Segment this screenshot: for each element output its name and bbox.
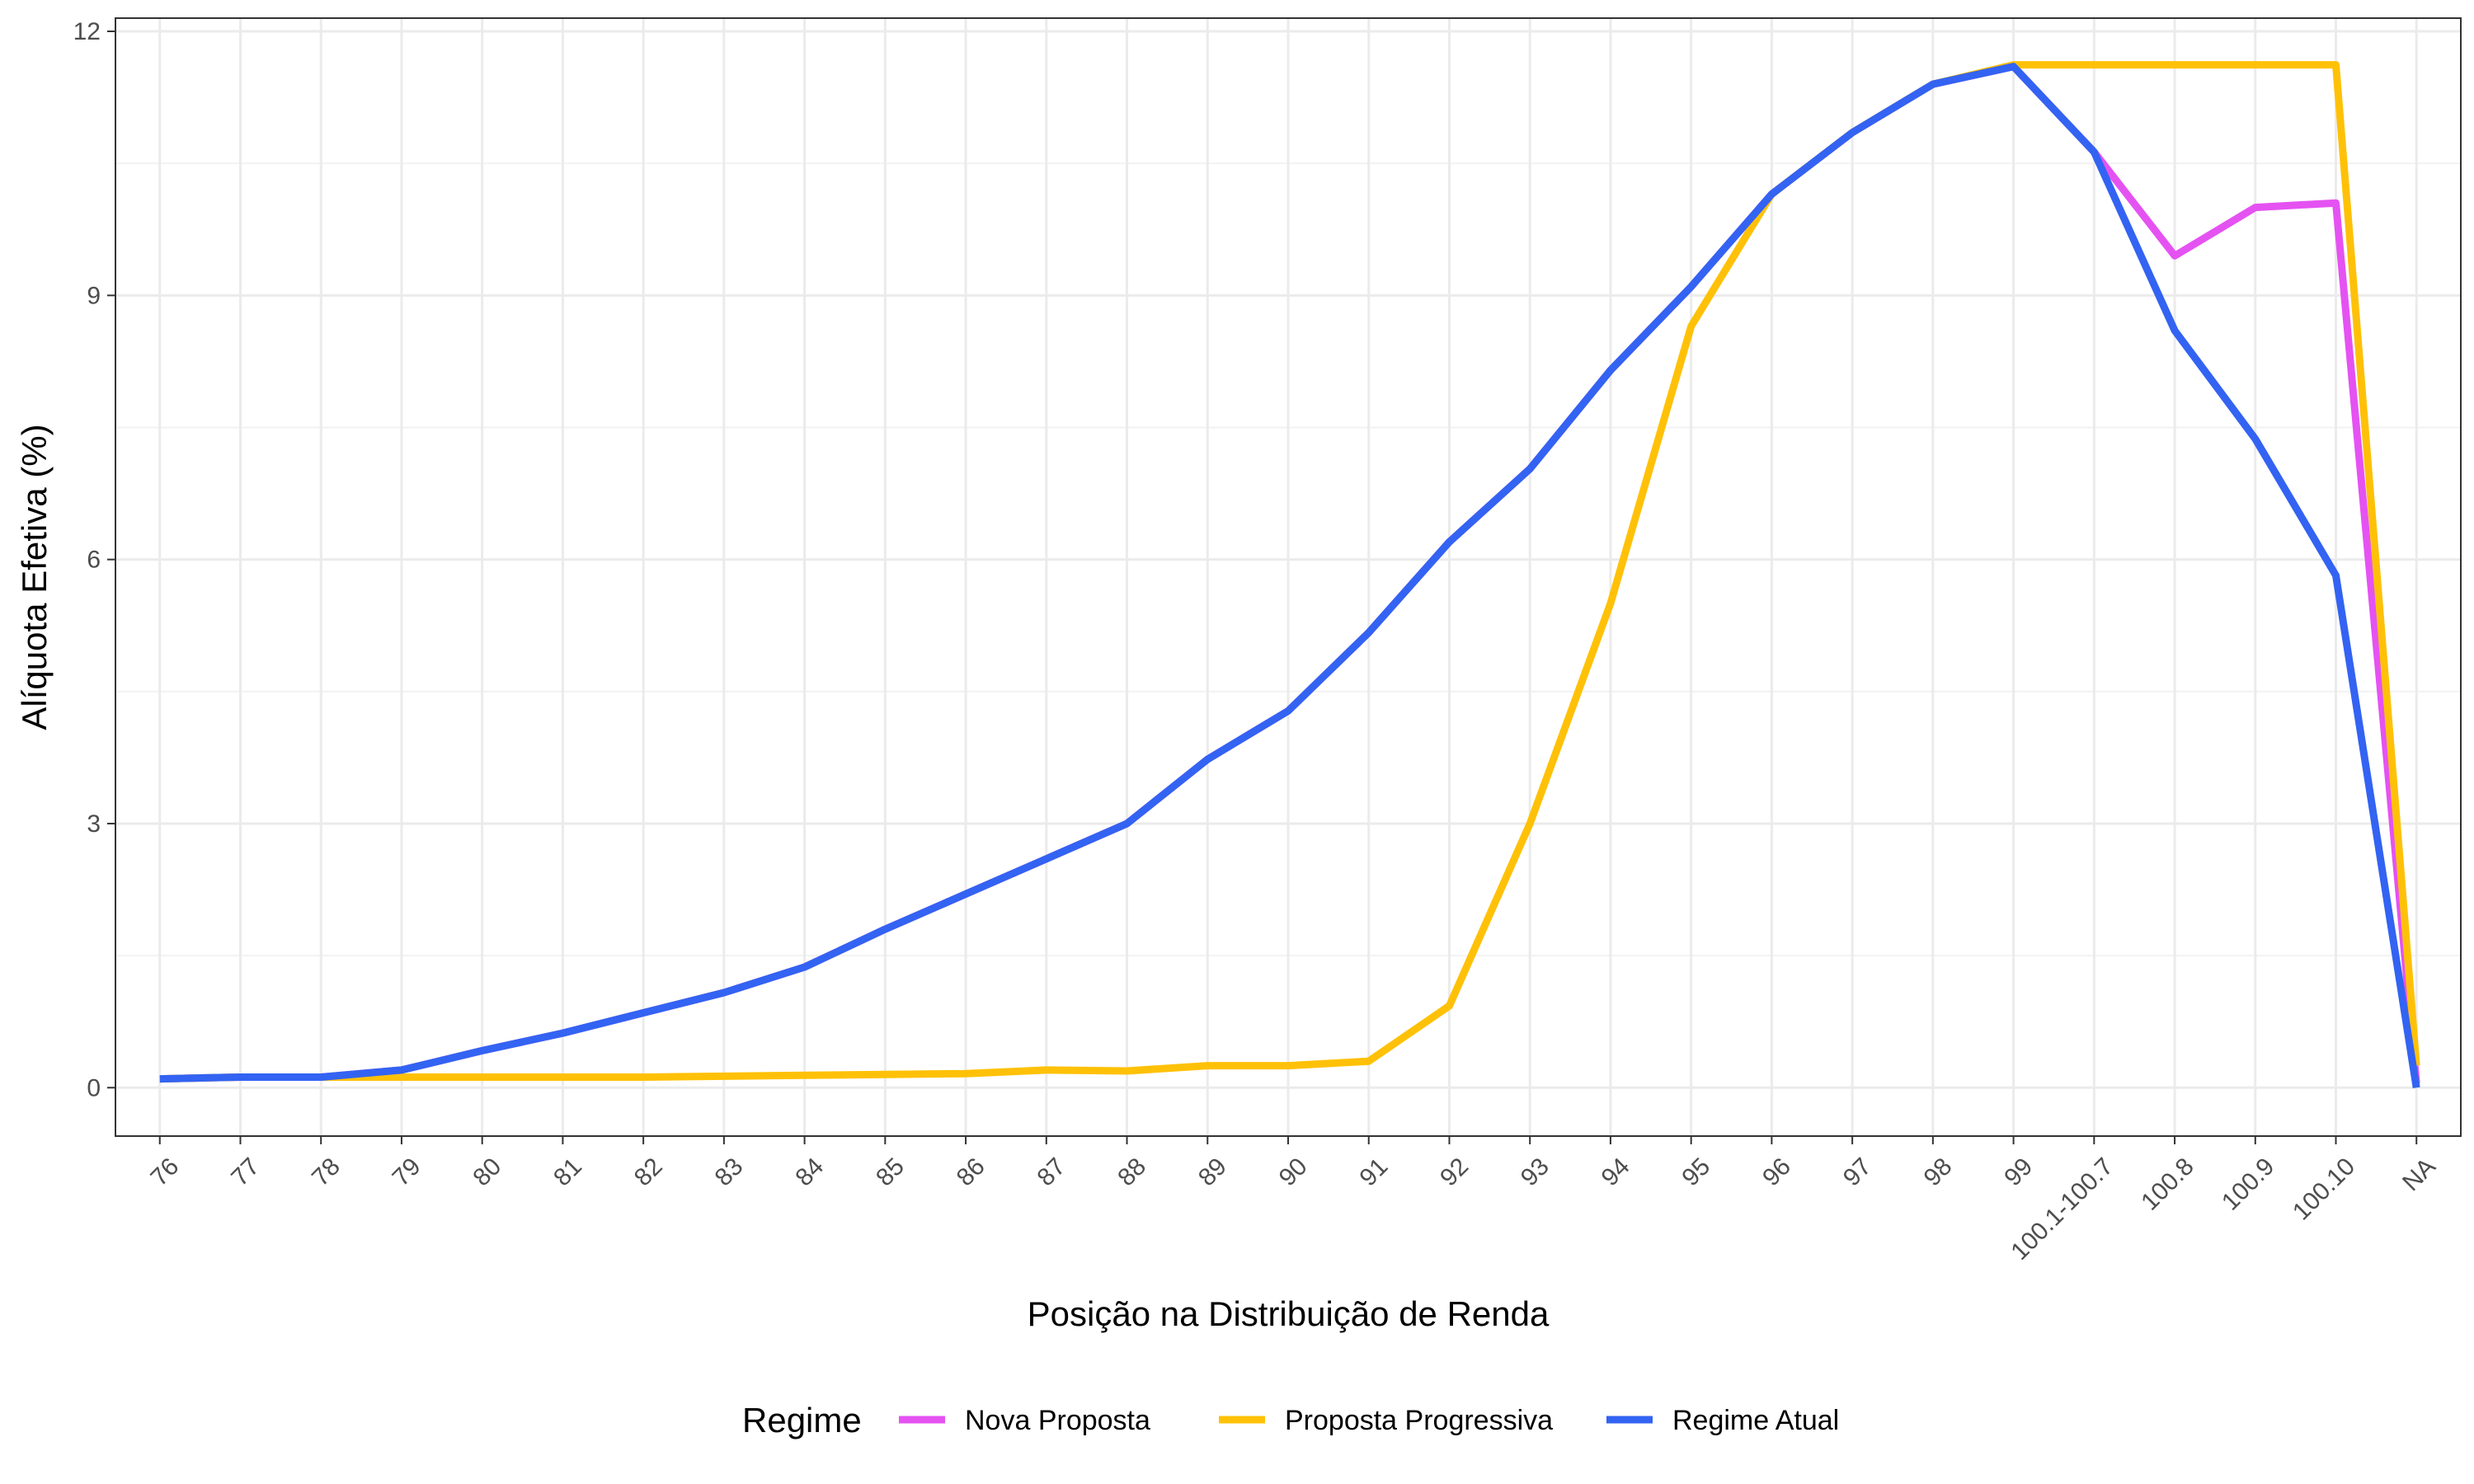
y-tick-label: 0: [87, 1074, 101, 1101]
x-tick-label: 83: [710, 1153, 749, 1191]
x-tick-label: 82: [629, 1153, 668, 1191]
x-axis-title: Posição na Distribuição de Renda: [1028, 1294, 1550, 1333]
x-tick-label: 89: [1193, 1153, 1232, 1191]
x-tick-label: 77: [226, 1153, 265, 1191]
x-tick-label: 96: [1757, 1153, 1796, 1191]
x-tick-label: 93: [1516, 1153, 1554, 1191]
x-tick-label: 79: [388, 1153, 426, 1191]
x-tick-label: 92: [1435, 1153, 1474, 1191]
x-tick-label: 80: [468, 1153, 506, 1191]
series-line-regime-atual: [159, 63, 2420, 1088]
series-layer: [159, 61, 2420, 1088]
series-line-proposta-progressiva: [159, 61, 2420, 1083]
x-tick-label: 100.8: [2136, 1153, 2199, 1215]
x-tick-label: 100.9: [2217, 1153, 2279, 1215]
legend-label-proposta-progressiva: Proposta Progressiva: [1285, 1405, 1553, 1436]
grid-layer: [115, 18, 2461, 1136]
y-tick-label: 9: [87, 282, 101, 309]
x-tick-label: 86: [952, 1153, 990, 1191]
x-tick-label: 94: [1597, 1153, 1635, 1191]
x-tick-label: 84: [790, 1153, 829, 1191]
x-tick-label: 91: [1354, 1153, 1393, 1191]
x-tick-label: 98: [1919, 1153, 1958, 1191]
legend-title: Regime: [742, 1401, 862, 1439]
legend-label-nova-proposta: Nova Proposta: [965, 1405, 1150, 1436]
x-tick-label: 87: [1032, 1153, 1071, 1191]
x-tick-label: 97: [1838, 1153, 1877, 1191]
y-tick-label: 3: [87, 810, 101, 838]
y-tick-label: 6: [87, 547, 101, 574]
x-tick-label: 78: [307, 1153, 346, 1191]
x-tick-label: 88: [1112, 1153, 1151, 1191]
x-tick-label: 95: [1677, 1153, 1715, 1191]
x-tick-label: 81: [548, 1153, 587, 1191]
x-tick-label: 99: [1999, 1153, 2038, 1191]
y-axis-title: Alíquota Efetiva (%): [15, 424, 54, 730]
x-tick-label: 90: [1274, 1153, 1313, 1191]
x-tick-label: 85: [871, 1153, 910, 1191]
x-tick-label: 100.10: [2288, 1153, 2360, 1225]
legend-label-regime-atual: Regime Atual: [1672, 1405, 1839, 1436]
x-tick-label: NA: [2397, 1153, 2441, 1196]
y-tick-label: 12: [73, 18, 101, 45]
x-tick-label: 76: [145, 1153, 184, 1191]
legend: Regime Nova Proposta Proposta Progressiva…: [742, 1401, 1839, 1439]
